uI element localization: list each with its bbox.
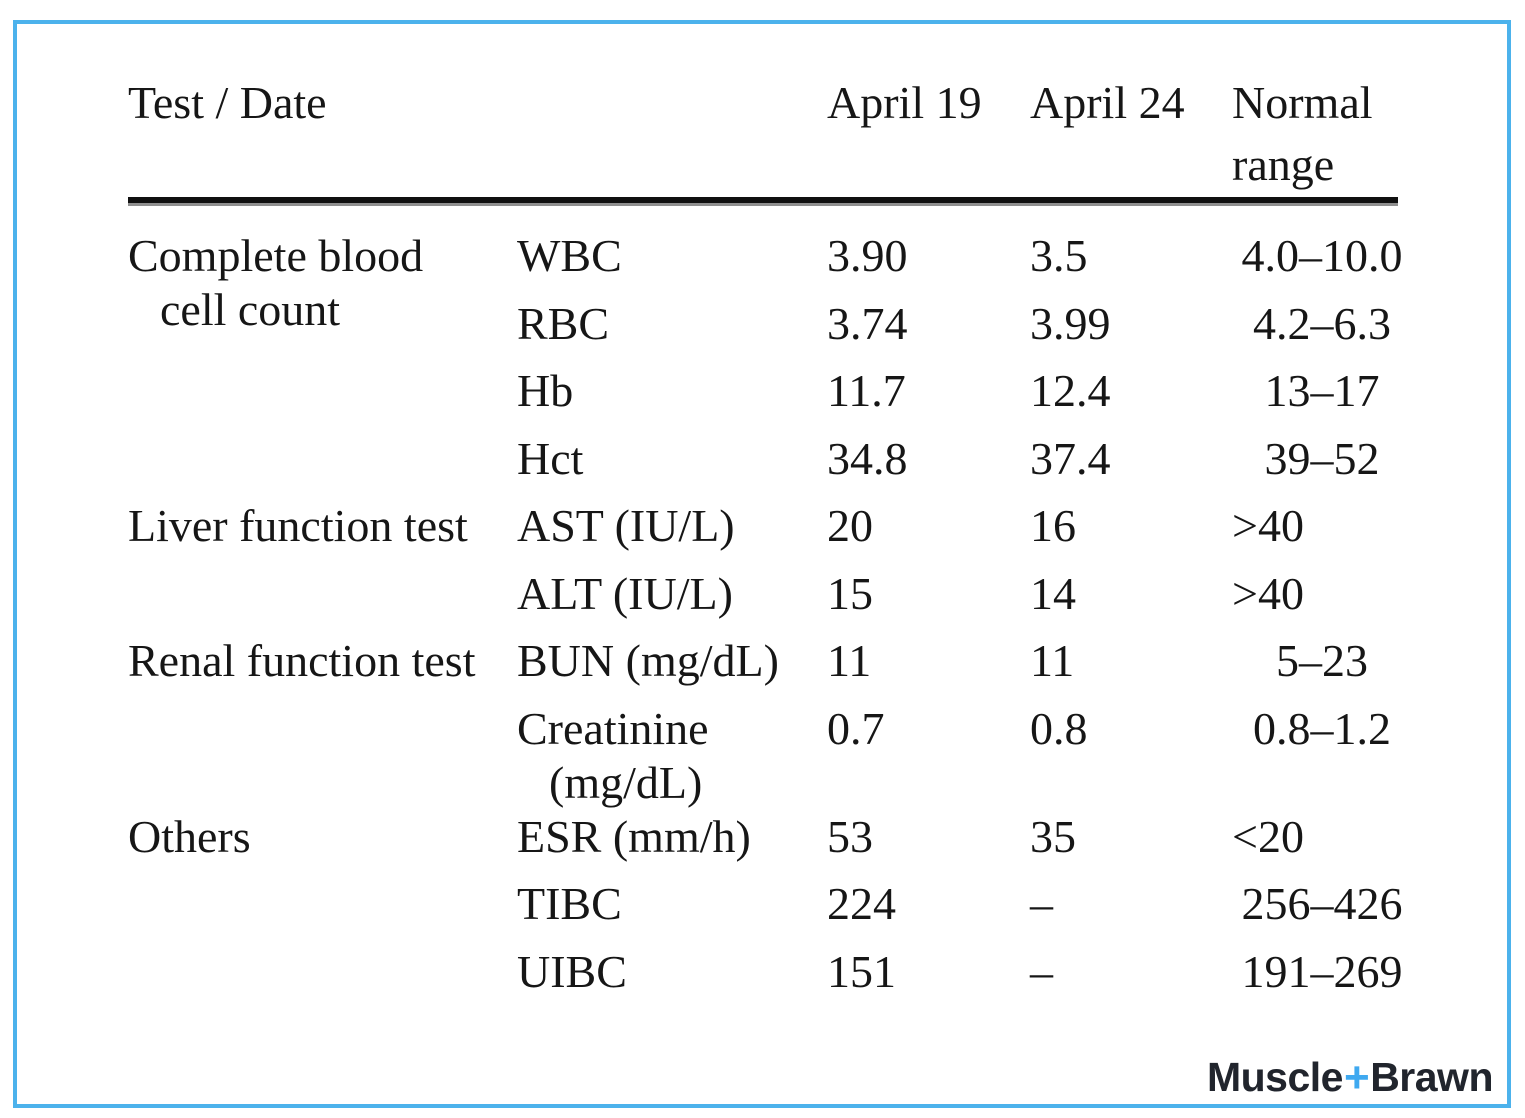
test-cell: ESR (mm/h) — [517, 810, 751, 862]
april19-value: 0.7 — [827, 702, 885, 754]
april19-value: 11.7 — [827, 365, 906, 416]
test-cell: UIBC — [517, 945, 627, 997]
april19-value: 53 — [827, 810, 873, 862]
group-cell: Renal function test — [128, 635, 476, 686]
april24-value: 0.8 — [1030, 702, 1088, 754]
test-cell: ALT (IU/L) — [517, 567, 733, 619]
test-cell: Hct — [517, 432, 584, 484]
header-test-date: Test / Date — [128, 77, 327, 128]
range-value: >40 — [1232, 500, 1304, 551]
table-row: TIBC 224 – 256–426 — [128, 877, 1412, 945]
test-cell: TIBC — [517, 878, 622, 929]
range-value: 0.8–1.2 — [1253, 702, 1391, 754]
april19-value: 15 — [827, 567, 873, 619]
range-value: <20 — [1232, 810, 1304, 862]
brand-logo: Muscle+Brawn — [1206, 1052, 1494, 1102]
table-row: ALT (IU/L) 15 14 >40 — [128, 567, 1412, 635]
range-value: 5–23 — [1276, 635, 1368, 686]
table-row: Others ESR (mm/h) 53 35 <20 — [128, 810, 1412, 878]
april19-value: 151 — [827, 945, 896, 997]
range-value: 39–52 — [1264, 432, 1380, 484]
range-value: 256–426 — [1241, 878, 1403, 929]
logo-text-muscle: Muscle — [1206, 1054, 1344, 1100]
april24-value: – — [1030, 878, 1053, 929]
test-cell: RBC — [517, 297, 610, 349]
april24-value: 35 — [1030, 810, 1076, 862]
april24-value: 11 — [1030, 635, 1075, 686]
april19-value: 224 — [827, 878, 896, 929]
table-row: RBC 3.74 3.99 4.2–6.3 — [128, 297, 1412, 365]
table-row: Complete blood cell count WBC 3.90 3.5 4.0–10… — [128, 229, 1412, 335]
logo-text-brawn: Brawn — [1370, 1054, 1493, 1100]
range-value: 4.2–6.3 — [1253, 297, 1391, 349]
april24-value: 12.4 — [1030, 365, 1111, 416]
table-row: Creatinine (mg/dL) 0.7 0.8 0.8–1.2 — [128, 702, 1412, 810]
range-value: 191–269 — [1241, 945, 1403, 997]
april24-value: 3.99 — [1030, 297, 1111, 349]
group-cell: Liver function test — [128, 500, 468, 551]
april19-value: 34.8 — [827, 432, 908, 484]
table-body: Complete blood cell count WBC 3.90 3.5 4.0–10… — [128, 229, 1412, 1012]
table-row: Liver function test AST (IU/L) 20 16 >40 — [128, 499, 1412, 567]
range-value: >40 — [1232, 567, 1304, 619]
group-cell: Others — [128, 810, 251, 862]
april24-value: 37.4 — [1030, 432, 1111, 484]
range-value: 4.0–10.0 — [1241, 230, 1403, 281]
table-row: Hb 11.7 12.4 13–17 — [128, 364, 1412, 432]
test-cell: Hb — [517, 365, 574, 416]
april24-value: 3.5 — [1030, 230, 1088, 281]
april24-value: 14 — [1030, 567, 1076, 619]
april19-value: 3.74 — [827, 297, 908, 349]
header-april-19: April 19 — [827, 77, 982, 128]
plus-icon: + — [1343, 1053, 1370, 1102]
group-cell: Complete blood cell count — [128, 230, 424, 335]
header-normal-range: Normal range — [1232, 77, 1373, 190]
table-row: Renal function test BUN (mg/dL) 11 11 5–23 — [128, 634, 1412, 702]
header-april-24: April 24 — [1030, 77, 1185, 128]
april24-value: – — [1030, 945, 1053, 997]
range-value: 13–17 — [1264, 365, 1380, 416]
table-row: UIBC 151 – 191–269 — [128, 945, 1412, 1013]
test-cell: WBC — [517, 230, 622, 281]
april19-value: 11 — [827, 635, 872, 686]
test-cell: Creatinine (mg/dL) — [517, 702, 709, 808]
table-row: Hct 34.8 37.4 39–52 — [128, 432, 1412, 500]
header-divider-rule — [128, 197, 1398, 206]
april19-value: 20 — [827, 500, 873, 551]
test-cell: BUN (mg/dL) — [517, 635, 779, 686]
test-cell: AST (IU/L) — [517, 500, 735, 551]
april19-value: 3.90 — [827, 230, 908, 281]
april24-value: 16 — [1030, 500, 1076, 551]
